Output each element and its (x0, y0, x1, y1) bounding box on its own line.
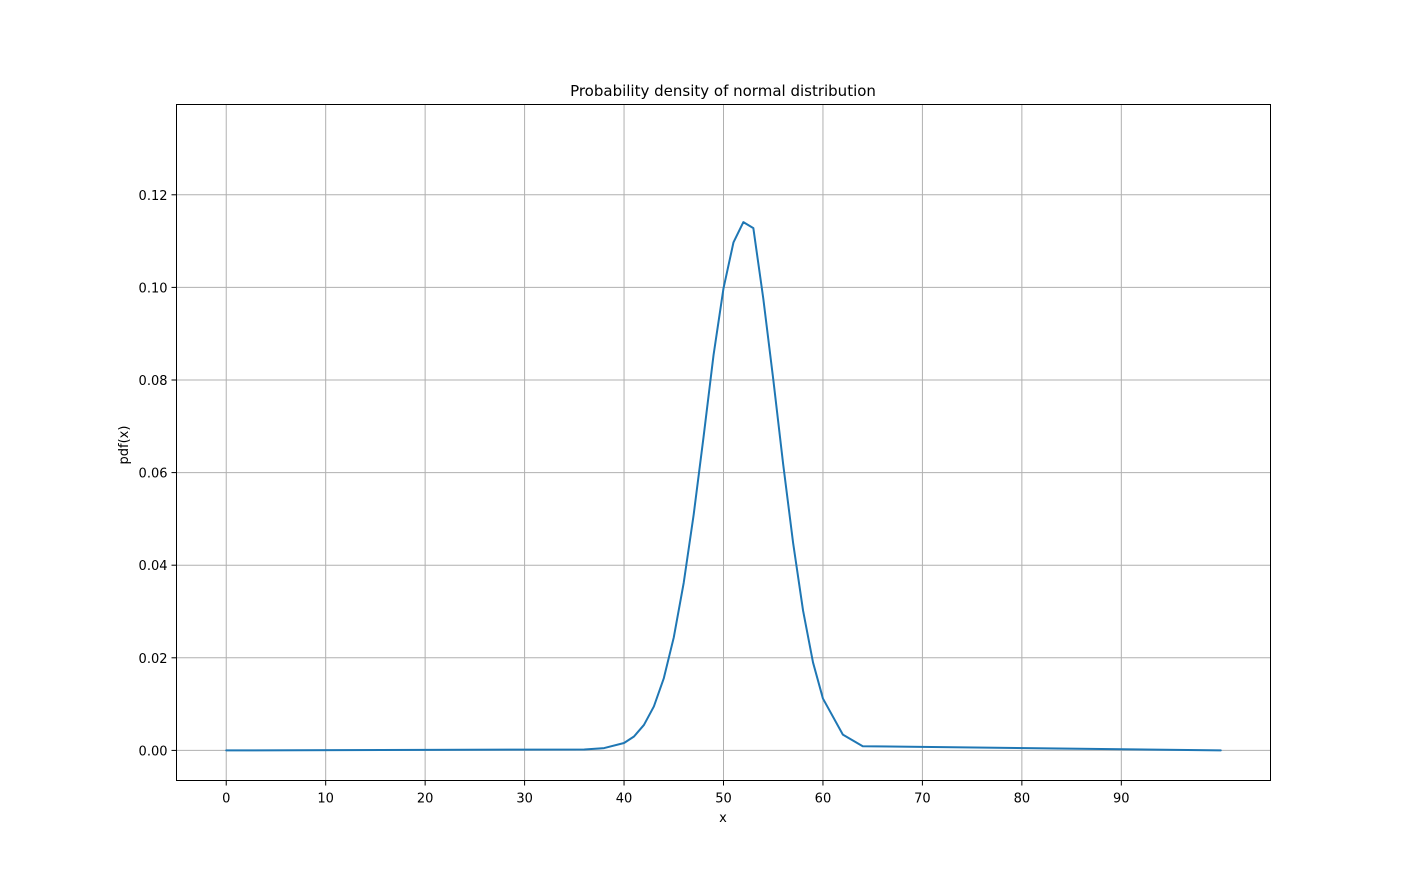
y-axis-ticks: 0.00 0.02 0.04 0.06 0.08 0.10 0.12 (139, 189, 177, 759)
y-tick-label: 0.08 (139, 374, 168, 389)
x-tick-label: 80 (1014, 792, 1031, 807)
series-layer (225, 221, 1222, 752)
x-tick-label: 70 (914, 792, 931, 807)
x-tick-label: 10 (317, 792, 334, 807)
y-tick-label: 0.06 (139, 467, 168, 482)
x-axis-ticks: 0 10 20 30 40 50 60 70 80 90 (222, 780, 1130, 807)
x-tick-label: 30 (516, 792, 533, 807)
x-tick-label: 0 (222, 792, 230, 807)
x-axis-title: x (719, 811, 727, 826)
series-line (225, 221, 1222, 752)
y-tick-label: 0.04 (139, 559, 168, 574)
x-tick-label: 40 (616, 792, 633, 807)
y-tick-label: 0.02 (139, 652, 168, 667)
x-tick-label: 50 (715, 792, 732, 807)
y-axis-title: pdf(x) (117, 426, 132, 465)
y-tick-label: 0.10 (139, 281, 168, 296)
x-tick-label: 90 (1113, 792, 1130, 807)
x-tick-label: 60 (815, 792, 832, 807)
x-tick-label: 20 (417, 792, 434, 807)
y-tick-label: 0.00 (139, 744, 168, 759)
chart-title: Probability density of normal distributi… (570, 82, 876, 100)
y-tick-label: 0.12 (139, 189, 168, 204)
